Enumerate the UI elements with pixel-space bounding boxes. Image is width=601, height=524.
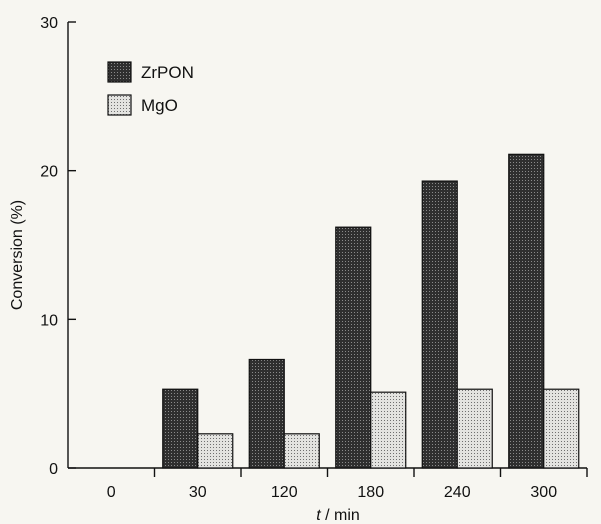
bar-zrpon-180 (335, 226, 372, 469)
x-tick-label-0: 0 (107, 484, 116, 501)
legend-label-zrpon: ZrPON (141, 63, 194, 82)
x-tick-label-4: 240 (444, 484, 471, 501)
legend-swatch-zrpon (107, 61, 132, 83)
x-axis-label-unit: / min (321, 507, 360, 524)
x-axis-label-symbol: t (316, 507, 321, 524)
x-axis-label: t / min (316, 507, 360, 524)
x-tick-label-5: 300 (530, 484, 557, 501)
y-axis-label: Conversion (%) (9, 200, 26, 310)
y-tick-label-1: 10 (40, 312, 58, 329)
bar-mgo-300 (543, 388, 580, 469)
bar-zrpon-300 (508, 153, 545, 469)
x-tick-label-1: 30 (189, 484, 207, 501)
y-tick-label-2: 20 (40, 164, 58, 181)
bar-zrpon-30 (162, 388, 199, 469)
legend-swatch-mgo (107, 94, 132, 116)
bar-mgo-180 (370, 391, 407, 469)
bar-mgo-240 (456, 388, 493, 469)
bar-mgo-30 (197, 433, 234, 469)
bar-zrpon-240 (421, 180, 458, 469)
y-tick-label-3: 30 (40, 15, 58, 32)
x-tick-label-3: 180 (357, 484, 384, 501)
legend-label-mgo: MgO (141, 96, 178, 115)
y-tick-label-0: 0 (49, 461, 58, 478)
bar-zrpon-120 (248, 358, 285, 469)
legend: ZrPON MgO (107, 61, 194, 116)
bar-mgo-120 (283, 433, 320, 469)
x-tick-label-2: 120 (271, 484, 298, 501)
